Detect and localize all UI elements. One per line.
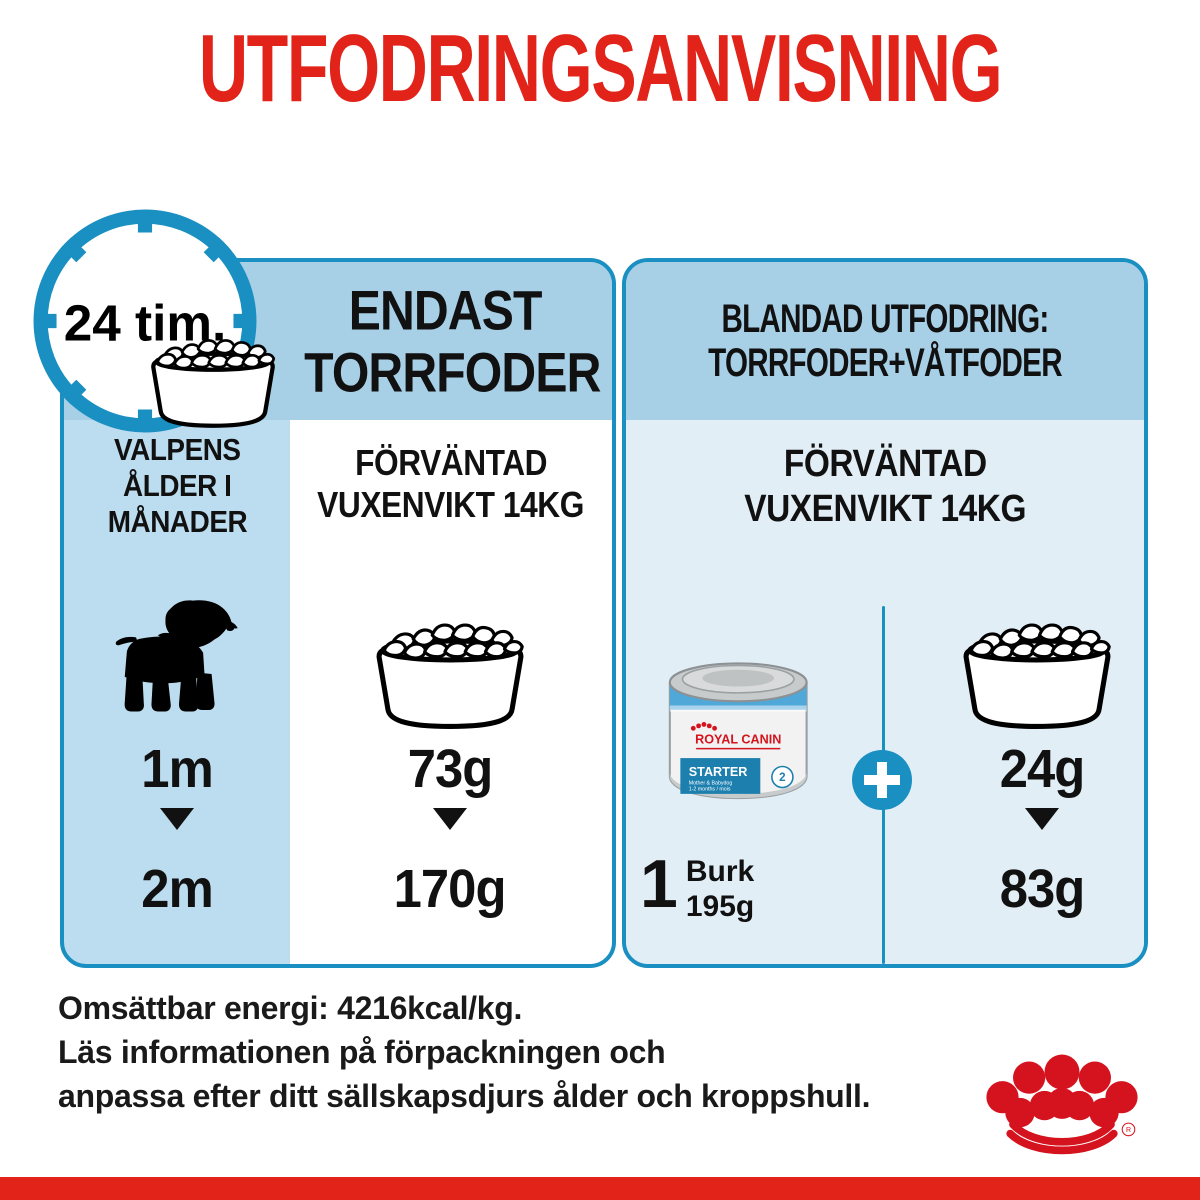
svg-text:STARTER: STARTER [689, 765, 748, 779]
svg-text:2: 2 [779, 772, 785, 784]
svg-text:Mother & Babydog: Mother & Babydog [689, 780, 733, 786]
svg-text:R: R [1126, 1127, 1131, 1134]
svg-text:ROYAL CANIN: ROYAL CANIN [695, 732, 781, 746]
svg-text:1-2 months / mois: 1-2 months / mois [689, 787, 731, 793]
